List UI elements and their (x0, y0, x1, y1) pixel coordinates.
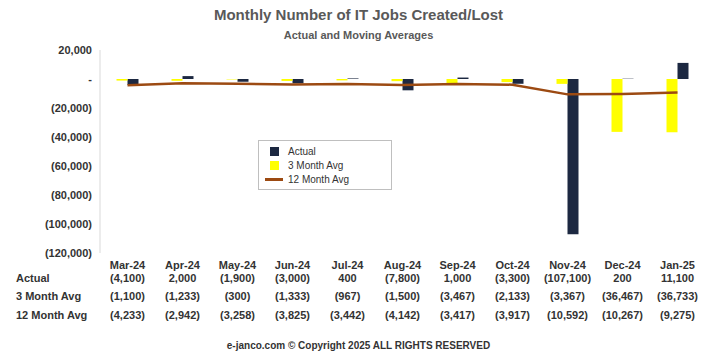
svg-text:May-24: May-24 (219, 259, 257, 271)
svg-text:(80,000): (80,000) (51, 189, 92, 201)
svg-text:Mar-24: Mar-24 (110, 259, 146, 271)
html-text:(1,233): (1,233) (165, 290, 200, 302)
html-text:(3,000): (3,000) (275, 272, 310, 284)
html-text:(3,825): (3,825) (275, 309, 310, 321)
html-text:(3,300): (3,300) (495, 272, 530, 284)
html-text:(3,417): (3,417) (440, 309, 475, 321)
html-text:(2,942): (2,942) (165, 309, 200, 321)
html-text:Actual: Actual (288, 145, 316, 157)
html-text:(9,275): (9,275) (660, 309, 695, 321)
html-text:(2,133): (2,133) (495, 290, 530, 302)
svg-text:Dec-24: Dec-24 (604, 259, 641, 271)
html-text:Actual: Actual (16, 272, 50, 284)
html-text:(3,917): (3,917) (495, 309, 530, 321)
html-text:(967): (967) (334, 290, 361, 302)
svg-text:Apr-24: Apr-24 (165, 259, 201, 271)
html-text:(7,800): (7,800) (385, 272, 420, 284)
html-text:3 Month Avg: 3 Month Avg (288, 159, 344, 171)
svg-text:(60,000): (60,000) (51, 160, 92, 172)
svg-text:Sep-24: Sep-24 (439, 259, 476, 271)
html-text:(1,500): (1,500) (385, 290, 420, 302)
svg-text:Jan-25: Jan-25 (660, 259, 695, 271)
html-text:2,000: 2,000 (168, 272, 197, 284)
html-text:(36,467): (36,467) (602, 290, 643, 302)
html-text:12 Month Avg: 12 Month Avg (288, 173, 349, 185)
html-text:(1,100): (1,100) (110, 290, 145, 302)
svg-text:-: - (88, 73, 92, 85)
svg-text:Jul-24: Jul-24 (332, 259, 365, 271)
html-text:(1,900): (1,900) (220, 272, 255, 284)
html-text:(4,233): (4,233) (110, 309, 145, 321)
svg-text:(120,000): (120,000) (45, 247, 92, 259)
svg-text:20,000: 20,000 (58, 44, 92, 56)
html-text:(300): (300) (224, 290, 251, 302)
html-text:(4,100): (4,100) (110, 272, 145, 284)
svg-text:(100,000): (100,000) (45, 218, 92, 230)
html-text:12 Month Avg: 12 Month Avg (16, 309, 88, 321)
svg-text:Aug-24: Aug-24 (384, 259, 422, 271)
svg-text:Nov-24: Nov-24 (549, 259, 587, 271)
svg-text:(40,000): (40,000) (51, 131, 92, 143)
html-text:(107,100): (107,100) (544, 272, 591, 284)
html-text:(1,333): (1,333) (275, 290, 310, 302)
html-text:Actual and Moving Averages: Actual and Moving Averages (283, 29, 434, 41)
svg-text:Jun-24: Jun-24 (275, 259, 311, 271)
html-text:(10,267): (10,267) (602, 309, 643, 321)
html-text:200: 200 (613, 272, 632, 284)
svg-text:Oct-24: Oct-24 (495, 259, 530, 271)
html-text:(3,367): (3,367) (550, 290, 585, 302)
html-text:(3,258): (3,258) (220, 309, 255, 321)
html-text:(3,442): (3,442) (330, 309, 365, 321)
html-text:1,000: 1,000 (443, 272, 472, 284)
html-text:11,100: 11,100 (661, 272, 694, 284)
html-text:(36,733): (36,733) (657, 290, 698, 302)
html-text:e-janco.com © Copyright 2025 A: e-janco.com © Copyright 2025 ALL RIGHTS … (226, 340, 491, 351)
html-text:3 Month Avg: 3 Month Avg (16, 290, 82, 302)
html-text:Monthly Number of IT Jobs Crea: Monthly Number of IT Jobs Created/Lost (213, 6, 504, 23)
html-text:(4,142): (4,142) (385, 309, 420, 321)
html-text:(10,592): (10,592) (547, 309, 588, 321)
html-text:400: 400 (338, 272, 357, 284)
html-text:(3,467): (3,467) (440, 290, 475, 302)
svg-text:(20,000): (20,000) (51, 102, 92, 114)
